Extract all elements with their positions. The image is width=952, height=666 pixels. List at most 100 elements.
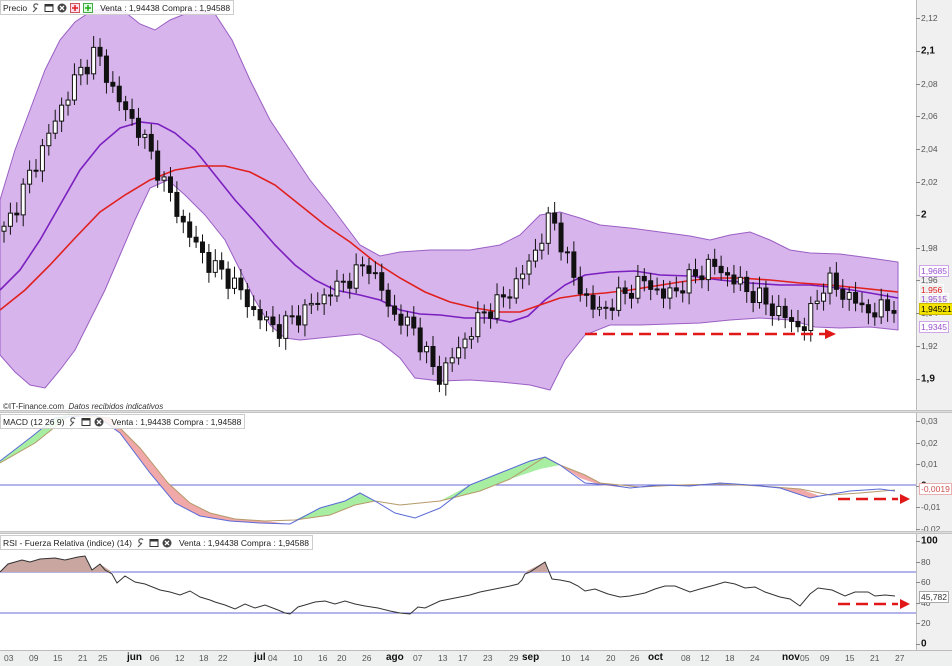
candle-body: [33, 169, 39, 172]
candle-body: [315, 302, 321, 305]
rsi-panel-title: RSI - Fuerza Relativa (indice) (14): [3, 537, 132, 548]
rsi-arrow-head: [900, 599, 910, 609]
candle-body: [590, 294, 596, 310]
candle-body: [520, 273, 526, 280]
candle-body: [705, 258, 711, 281]
x-tick-label: 15: [53, 653, 63, 663]
candle-body: [398, 313, 404, 326]
y-tick-label: 1,92: [921, 341, 938, 351]
candle-body: [526, 260, 532, 275]
candle-body: [206, 251, 212, 273]
x-tick-label: 06: [150, 653, 160, 663]
y-tick-mark: [916, 528, 920, 530]
ma-red-label: 1,956: [919, 284, 945, 296]
macd-chart[interactable]: [0, 413, 916, 530]
y-tick-label: 0,03: [921, 416, 938, 426]
candle-body: [494, 294, 500, 319]
y-tick-label: 0: [921, 638, 927, 649]
x-tick-label: 09: [820, 653, 830, 663]
candle-body: [52, 120, 58, 134]
y-tick-label: 2,06: [921, 111, 938, 122]
panel-splitter[interactable]: [0, 410, 952, 413]
y-tick-mark: [916, 442, 920, 444]
rsi-chart[interactable]: [0, 534, 916, 650]
candle-body: [91, 46, 97, 75]
x-tick-label: 18: [725, 653, 735, 663]
macd-y-axis[interactable]: [916, 413, 952, 532]
y-tick-mark: [916, 83, 920, 85]
y-tick-label: 80: [921, 556, 931, 567]
price-y-axis[interactable]: [916, 0, 952, 410]
candle-body: [244, 289, 250, 308]
candle-body: [270, 316, 276, 326]
candle-body: [840, 288, 846, 300]
y-tick-label: -0,01: [921, 502, 941, 512]
candle-body: [584, 293, 590, 296]
candle-body: [872, 312, 878, 318]
y-tick-mark: [916, 247, 920, 249]
y-tick-mark: [916, 464, 920, 465]
window-icon[interactable]: [149, 538, 159, 548]
wrench-icon[interactable]: [31, 2, 41, 13]
macd-panel-header: MACD (12 26 9) Venta : 1,94438 Compra : …: [0, 414, 246, 429]
y-tick-mark: [916, 50, 920, 52]
close-icon[interactable]: [94, 417, 104, 427]
y-tick-label: 2,02: [921, 177, 938, 187]
rsi-line: [0, 555, 896, 615]
x-tick-label: 15: [845, 653, 855, 663]
credit-site: ©IT-Finance.com: [3, 402, 65, 411]
x-tick-label: 22: [218, 653, 228, 663]
candle-body: [199, 241, 205, 253]
y-tick-label: 60: [921, 577, 931, 587]
price-label: 1,94521: [919, 303, 952, 315]
rsi-overbought-fill: [0, 556, 112, 572]
rsi-quote: Venta : 1,94438 Compra : 1,94588: [178, 537, 309, 548]
candle-body: [686, 269, 692, 294]
candle-body: [39, 145, 45, 172]
x-tick-label: 10: [561, 653, 571, 663]
wrench-icon[interactable]: [136, 537, 146, 548]
x-tick-label: 21: [870, 653, 880, 663]
x-tick-label: 25: [98, 653, 108, 663]
add-green-icon[interactable]: [83, 2, 94, 13]
bollinger-band: [0, 7, 899, 391]
candle-body: [353, 264, 359, 289]
y-tick-mark: [916, 346, 920, 347]
candle-body: [417, 327, 423, 353]
price-chart[interactable]: [0, 0, 916, 400]
candle-body: [801, 326, 807, 332]
candle-body: [468, 336, 474, 340]
window-icon[interactable]: [44, 3, 54, 13]
candle-body: [424, 345, 430, 353]
window-icon[interactable]: [81, 417, 91, 427]
candle-body: [865, 304, 871, 314]
x-tick-label: oct: [648, 652, 663, 663]
x-tick-label: 27: [895, 653, 905, 663]
macd-fill-positive-2: [295, 493, 375, 520]
close-icon[interactable]: [162, 538, 172, 548]
candle-body: [641, 275, 647, 282]
y-tick-label: 2,12: [921, 13, 938, 23]
add-red-icon[interactable]: [70, 2, 81, 13]
time-axis[interactable]: 03 09 15 21 25 jun 06 12 18 22 jul 04 10 16 20 26 ago 07 1…: [0, 650, 952, 666]
candle-body: [622, 287, 628, 294]
y-tick-label: 1,98: [921, 242, 938, 253]
moving-average-red: [0, 165, 899, 313]
x-tick-label: 07: [413, 653, 423, 663]
x-tick-label: 10: [293, 653, 303, 663]
candle-body: [155, 150, 161, 181]
candle-body: [392, 305, 398, 315]
y-tick-mark: [916, 541, 920, 542]
x-tick-label: 09: [29, 653, 39, 663]
candle-body: [212, 260, 218, 273]
candle-body: [135, 117, 141, 138]
x-tick-label: 21: [78, 653, 88, 663]
close-icon[interactable]: [57, 3, 67, 13]
panel-splitter[interactable]: [0, 531, 952, 534]
candle-body: [667, 287, 673, 299]
candle-body: [532, 249, 538, 262]
x-tick-label: 05: [800, 653, 810, 663]
candle-body: [693, 269, 699, 277]
macd-arrow-head: [900, 494, 910, 504]
wrench-icon[interactable]: [68, 416, 78, 427]
